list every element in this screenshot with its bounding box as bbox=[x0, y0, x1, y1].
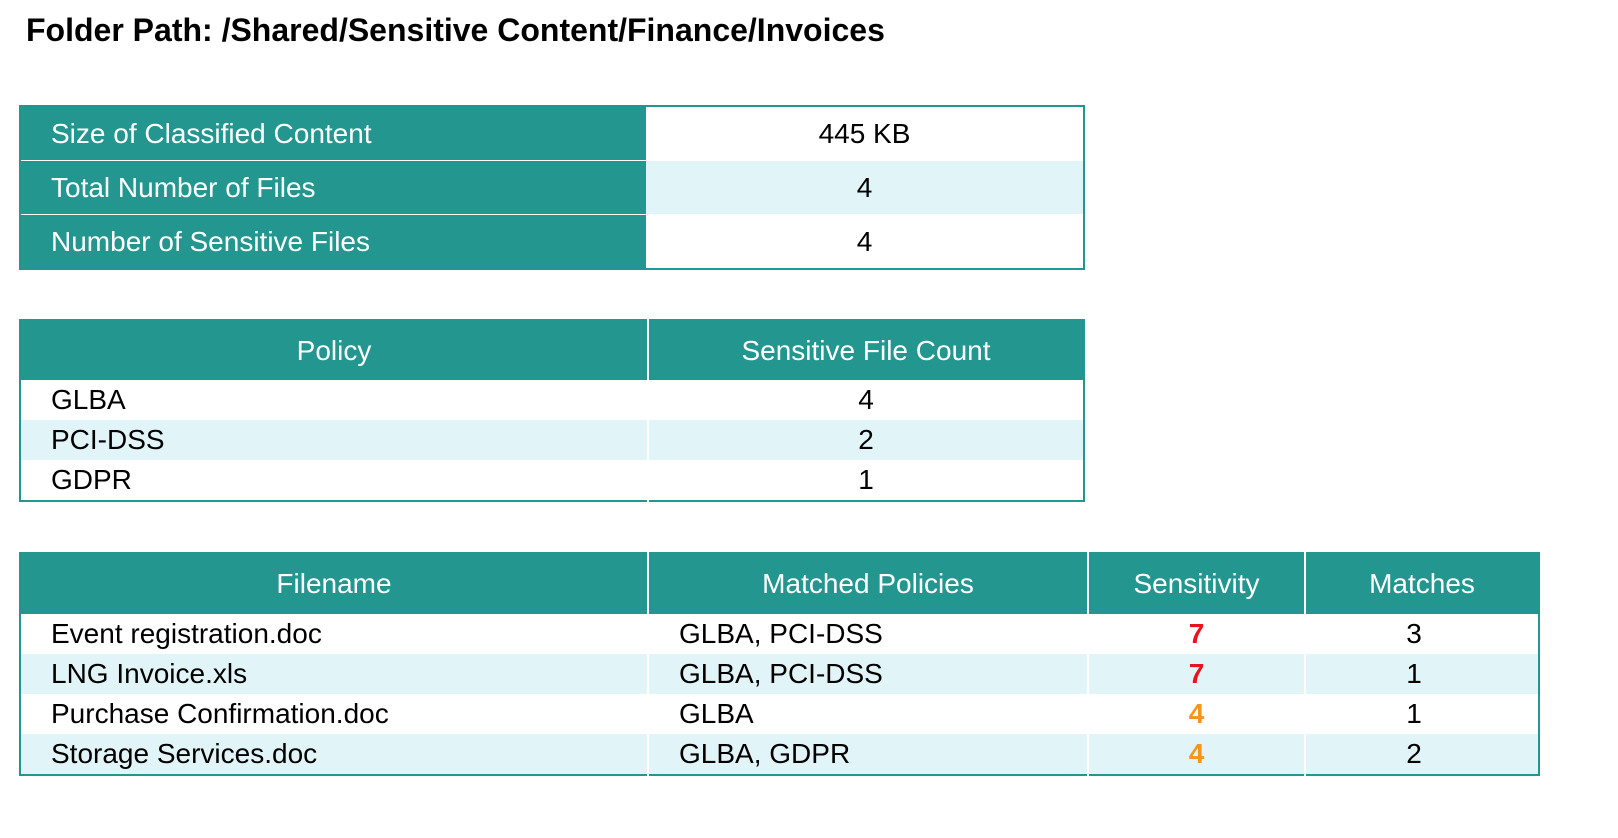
sensitivity-column-header: Sensitivity bbox=[1088, 553, 1306, 614]
policy-name: PCI-DSS bbox=[20, 420, 649, 460]
folder-path-title: Folder Path: /Shared/Sensitive Content/F… bbox=[26, 12, 885, 48]
file-matches: 2 bbox=[1305, 734, 1539, 775]
summary-value: 4 bbox=[646, 160, 1084, 215]
file-row: Purchase Confirmation.doc GLBA 4 1 bbox=[20, 694, 1539, 734]
policy-row: PCI-DSS 2 bbox=[20, 420, 1084, 460]
files-table: Filename Matched Policies Sensitivity Ma… bbox=[19, 552, 1540, 776]
policy-table: Policy Sensitive File Count GLBA 4 PCI-D… bbox=[19, 319, 1085, 502]
file-row: Event registration.doc GLBA, PCI-DSS 7 3 bbox=[20, 614, 1539, 654]
policy-name: GDPR bbox=[20, 460, 649, 501]
summary-row: Total Number of Files 4 bbox=[20, 160, 1084, 215]
matches-column-header: Matches bbox=[1305, 553, 1539, 614]
files-header-row: Filename Matched Policies Sensitivity Ma… bbox=[20, 553, 1539, 614]
sensitive-file-count-column-header: Sensitive File Count bbox=[648, 320, 1084, 380]
policy-header-row: Policy Sensitive File Count bbox=[20, 320, 1084, 380]
file-sensitivity: 7 bbox=[1088, 614, 1306, 654]
file-name: LNG Invoice.xls bbox=[20, 654, 649, 694]
summary-value: 445 KB bbox=[646, 106, 1084, 161]
matched-policies-column-header: Matched Policies bbox=[648, 553, 1089, 614]
summary-label: Number of Sensitive Files bbox=[20, 214, 646, 270]
file-matched-policies: GLBA, GDPR bbox=[648, 734, 1089, 775]
summary-row: Size of Classified Content 445 KB bbox=[20, 106, 1084, 161]
file-row: Storage Services.doc GLBA, GDPR 4 2 bbox=[20, 734, 1539, 775]
file-sensitivity: 4 bbox=[1088, 734, 1306, 775]
file-matched-policies: GLBA, PCI-DSS bbox=[648, 614, 1089, 654]
file-sensitivity: 7 bbox=[1088, 654, 1306, 694]
file-matches: 3 bbox=[1305, 614, 1539, 654]
policy-count: 1 bbox=[648, 460, 1084, 501]
file-name: Storage Services.doc bbox=[20, 734, 649, 775]
policy-row: GLBA 4 bbox=[20, 380, 1084, 420]
policy-row: GDPR 1 bbox=[20, 460, 1084, 501]
summary-label: Size of Classified Content bbox=[20, 106, 646, 161]
policy-name: GLBA bbox=[20, 380, 649, 420]
policy-column-header: Policy bbox=[20, 320, 649, 380]
file-matches: 1 bbox=[1305, 694, 1539, 734]
file-row: LNG Invoice.xls GLBA, PCI-DSS 7 1 bbox=[20, 654, 1539, 694]
summary-label: Total Number of Files bbox=[20, 160, 646, 215]
file-name: Purchase Confirmation.doc bbox=[20, 694, 649, 734]
policy-count: 4 bbox=[648, 380, 1084, 420]
filename-column-header: Filename bbox=[20, 553, 649, 614]
file-matched-policies: GLBA bbox=[648, 694, 1089, 734]
file-matches: 1 bbox=[1305, 654, 1539, 694]
summary-value: 4 bbox=[646, 214, 1084, 270]
policy-count: 2 bbox=[648, 420, 1084, 460]
summary-row: Number of Sensitive Files 4 bbox=[20, 214, 1084, 270]
file-sensitivity: 4 bbox=[1088, 694, 1306, 734]
file-name: Event registration.doc bbox=[20, 614, 649, 654]
file-matched-policies: GLBA, PCI-DSS bbox=[648, 654, 1089, 694]
summary-table: Size of Classified Content 445 KB Total … bbox=[19, 105, 1085, 270]
